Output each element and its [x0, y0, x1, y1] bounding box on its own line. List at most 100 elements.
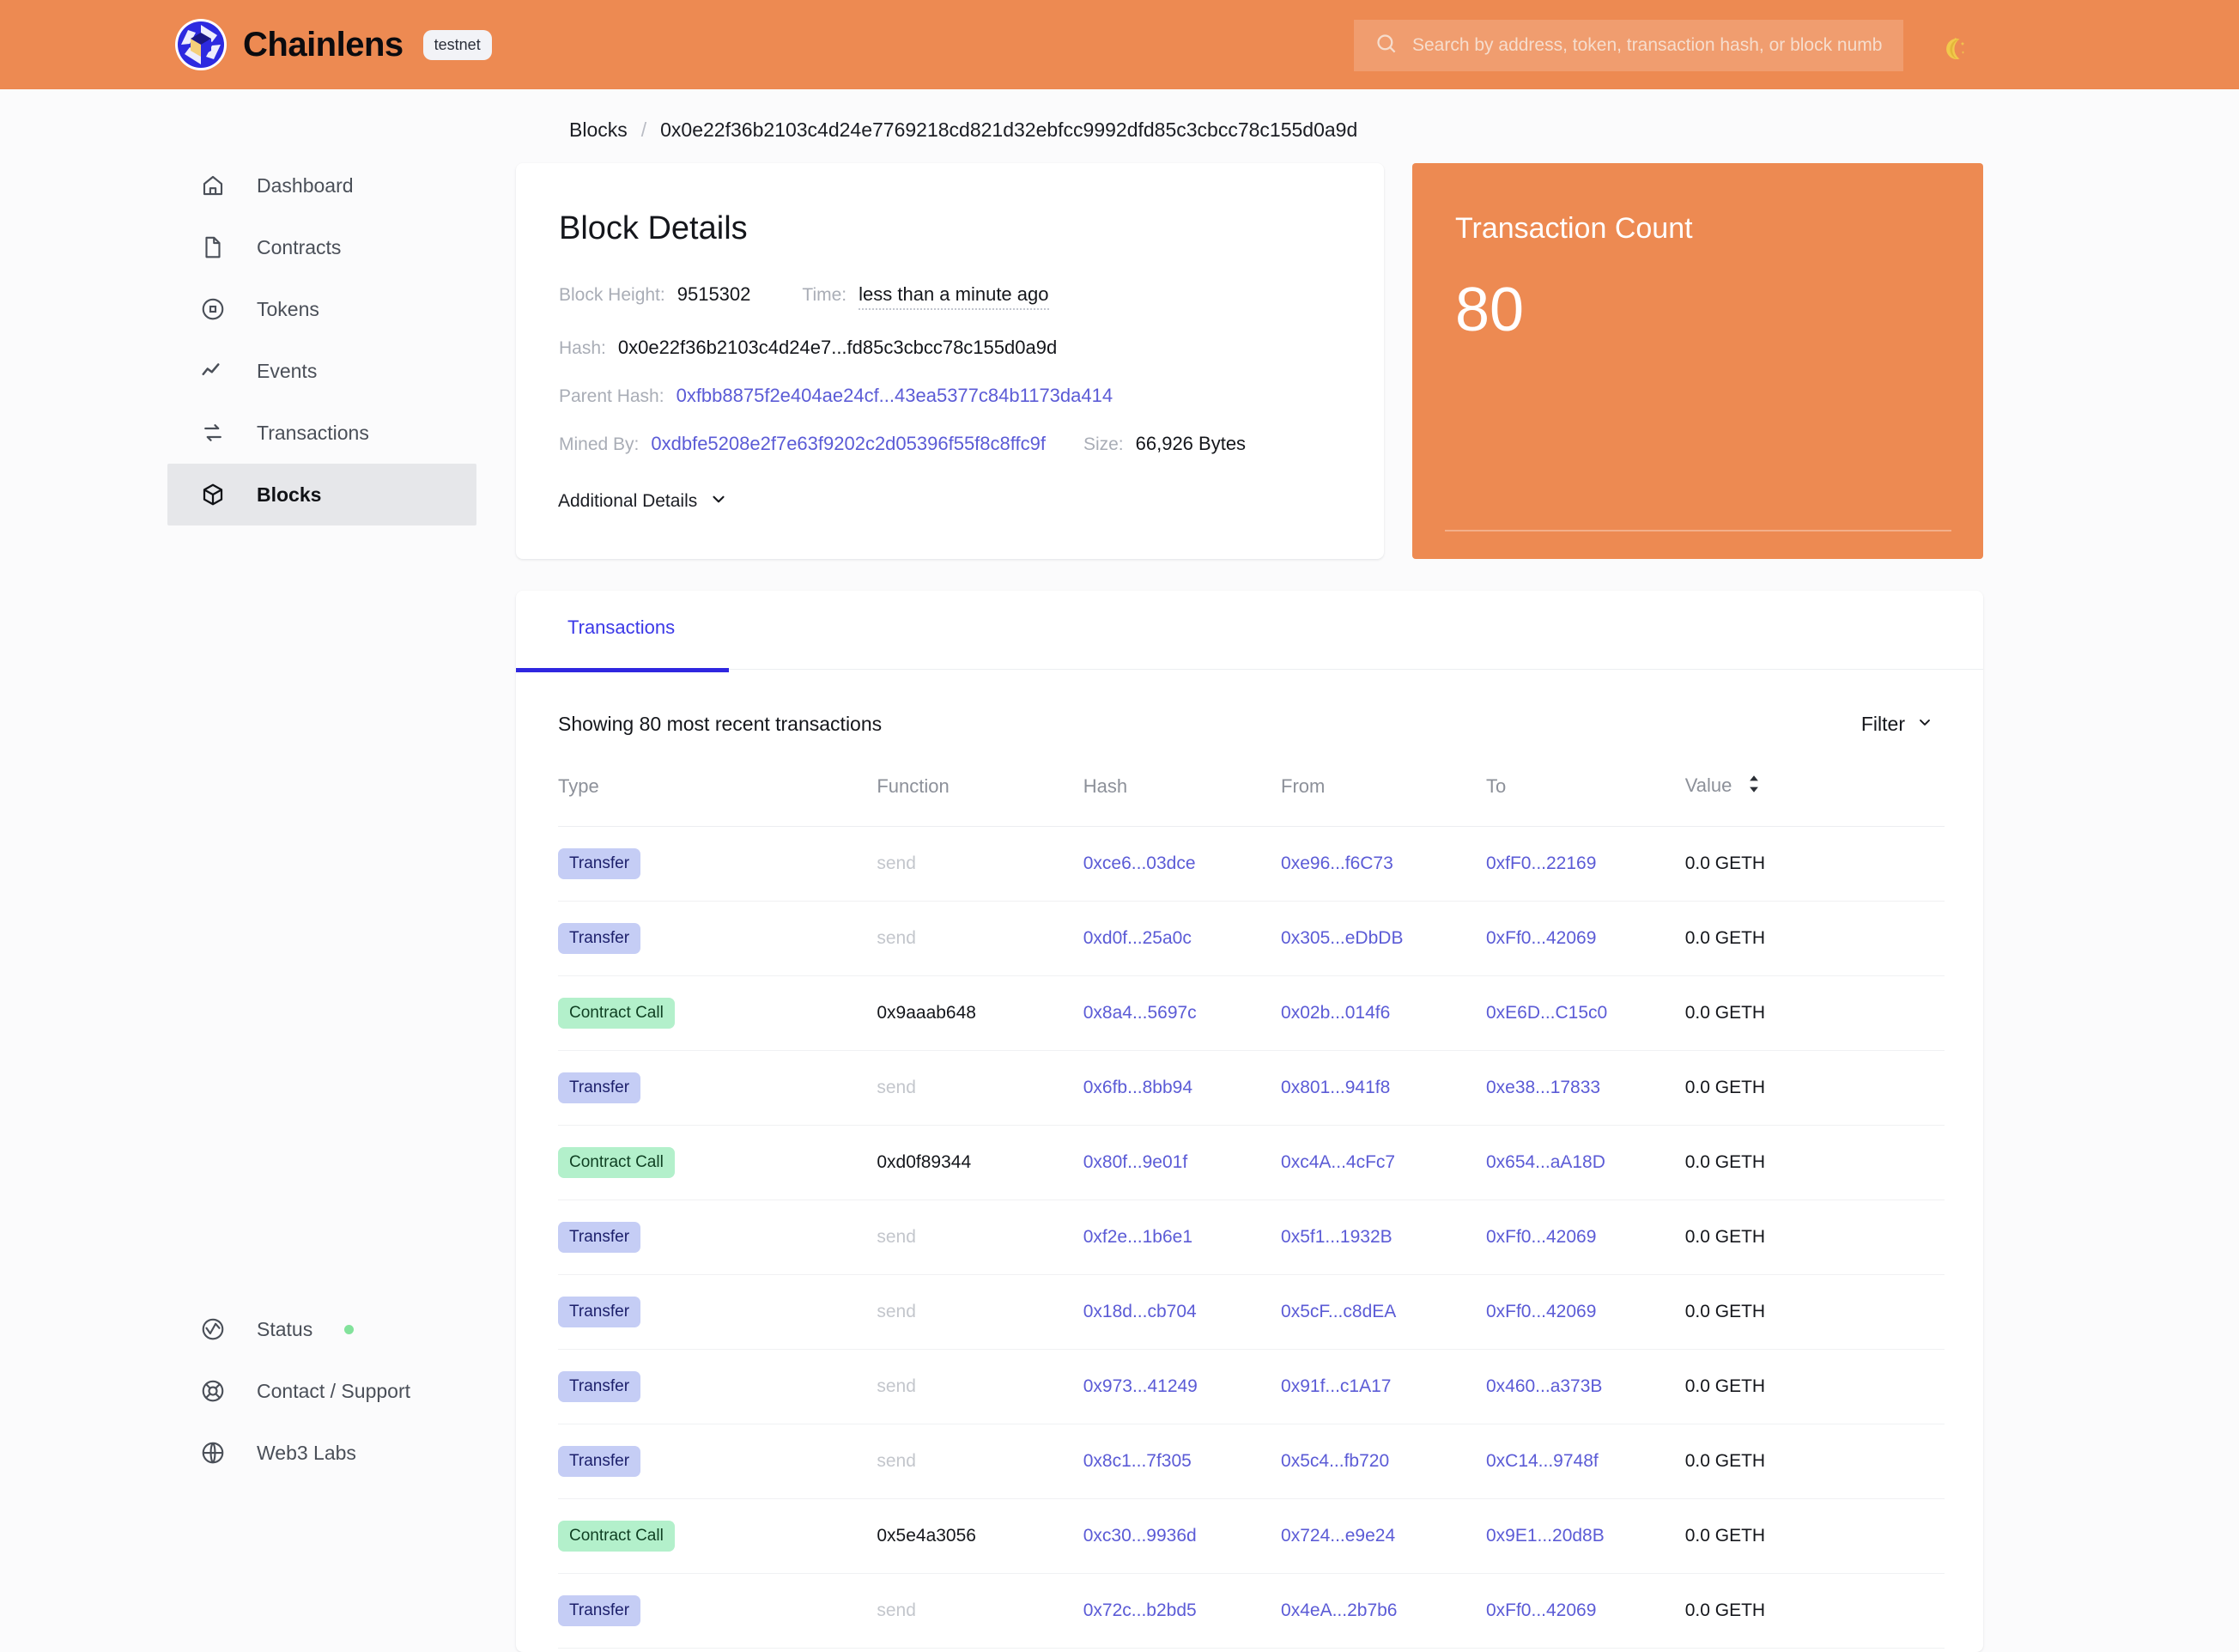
- cell-hash: 0x8c1...7f305: [1083, 1424, 1282, 1500]
- transaction-hash-link[interactable]: 0x72c...b2bd5: [1083, 1600, 1197, 1621]
- sidebar-item-transactions[interactable]: Transactions: [167, 402, 476, 464]
- sidebar-item-contact-support[interactable]: Contact / Support: [167, 1360, 476, 1422]
- additional-details-label: Additional Details: [558, 491, 698, 511]
- sort-toggle-icon[interactable]: [1747, 774, 1761, 799]
- from-address-link[interactable]: 0x724...e9e24: [1281, 1526, 1396, 1546]
- transaction-hash-link[interactable]: 0x80f...9e01f: [1083, 1152, 1188, 1173]
- sidebar-item-web3-labs[interactable]: Web3 Labs: [167, 1422, 476, 1484]
- cell-hash: 0xd0f...25a0c: [1083, 901, 1282, 977]
- sidebar-item-dashboard[interactable]: Dashboard: [167, 155, 476, 216]
- from-address-link[interactable]: 0x4eA...2b7b6: [1281, 1600, 1398, 1621]
- table-row[interactable]: Transfer send 0x6fb...8bb94 0x801...941f8 0x…: [558, 1050, 1945, 1127]
- cell-from: 0xc4A...4cFc7: [1281, 1125, 1486, 1201]
- to-address-link[interactable]: 0xFf0...42069: [1485, 1600, 1597, 1621]
- to-address-link[interactable]: 0xFf0...42069: [1485, 1302, 1597, 1322]
- column-header-value[interactable]: Value: [1684, 774, 1945, 828]
- additional-details-toggle[interactable]: Additional Details: [558, 489, 728, 513]
- type-badge: Contract Call: [558, 1521, 675, 1552]
- type-badge: Contract Call: [558, 1147, 675, 1179]
- transaction-hash-link[interactable]: 0xce6...03dce: [1083, 853, 1196, 874]
- from-address-link[interactable]: 0x5cF...c8dEA: [1281, 1302, 1397, 1322]
- value-amount: 0.0 GETH: [1684, 1600, 1766, 1621]
- from-address-link[interactable]: 0xc4A...4cFc7: [1281, 1152, 1396, 1173]
- function-value: send: [877, 1451, 916, 1472]
- table-row[interactable]: Contract Call 0x9aaab648 0x8a4...5697c 0x02…: [558, 975, 1945, 1052]
- brand-logo-group[interactable]: Chainlens testnet: [174, 18, 492, 71]
- from-address-link[interactable]: 0x801...941f8: [1281, 1078, 1391, 1098]
- from-address-link[interactable]: 0x91f...c1A17: [1281, 1376, 1392, 1397]
- column-header-type[interactable]: Type: [558, 774, 877, 828]
- from-address-link[interactable]: 0x305...eDbDB: [1281, 928, 1404, 949]
- sidebar-item-events[interactable]: Events: [167, 340, 476, 402]
- value-amount: 0.0 GETH: [1684, 928, 1766, 949]
- table-row[interactable]: Transfer send 0x72c...b2bd5 0x4eA...2b7b6 0x…: [558, 1573, 1945, 1649]
- to-address-link[interactable]: 0xFf0...42069: [1485, 928, 1597, 949]
- sidebar-item-status[interactable]: Status: [167, 1298, 476, 1360]
- sidebar-item-label: Web3 Labs: [257, 1441, 356, 1464]
- to-address-link[interactable]: 0xC14...9748f: [1485, 1451, 1599, 1472]
- tab-transactions[interactable]: Transactions: [567, 616, 676, 638]
- cell-value: 0.0 GETH: [1684, 1498, 1945, 1575]
- column-header-to[interactable]: To: [1485, 774, 1685, 828]
- from-address-link[interactable]: 0xe96...f6C73: [1281, 853, 1393, 874]
- table-row[interactable]: Transfer send 0xd0f...25a0c 0x305...eDbDB 0x…: [558, 901, 1945, 977]
- moon-icon[interactable]: [1939, 34, 1968, 68]
- transaction-hash-link[interactable]: 0xf2e...1b6e1: [1083, 1227, 1193, 1248]
- table-row[interactable]: Transfer send 0x973...41249 0x91f...c1A17 0x…: [558, 1349, 1945, 1425]
- to-address-link[interactable]: 0xfF0...22169: [1485, 853, 1597, 874]
- table-row[interactable]: Transfer send 0x18d...cb704 0x5cF...c8dEA 0x…: [558, 1274, 1945, 1351]
- cell-from: 0x02b...014f6: [1281, 975, 1486, 1052]
- to-address-link[interactable]: 0x460...a373B: [1485, 1376, 1603, 1397]
- value-amount: 0.0 GETH: [1684, 1376, 1766, 1397]
- pulse-circle-icon: [199, 1315, 227, 1343]
- to-address-link[interactable]: 0xFf0...42069: [1485, 1227, 1597, 1248]
- global-search-box[interactable]: [1354, 20, 1903, 71]
- from-address-link[interactable]: 0x5c4...fb720: [1281, 1451, 1390, 1472]
- to-address-link[interactable]: 0x654...aA18D: [1485, 1152, 1605, 1173]
- from-address-link[interactable]: 0x5f1...1932B: [1281, 1227, 1393, 1248]
- transaction-hash-link[interactable]: 0x973...41249: [1083, 1376, 1198, 1397]
- cell-function: send: [877, 1424, 1083, 1500]
- search-input[interactable]: [1412, 35, 1883, 56]
- table-row[interactable]: Contract Call 0xd0f89344 0x80f...9e01f 0xc4…: [558, 1125, 1945, 1201]
- transaction-hash-link[interactable]: 0x6fb...8bb94: [1083, 1078, 1193, 1098]
- value-amount: 0.0 GETH: [1684, 1152, 1766, 1173]
- transaction-hash-link[interactable]: 0xc30...9936d: [1083, 1526, 1197, 1546]
- filter-button[interactable]: Filter: [1861, 713, 1933, 736]
- cell-type: Contract Call: [558, 1125, 877, 1201]
- to-address-link[interactable]: 0xe38...17833: [1485, 1078, 1601, 1098]
- table-row[interactable]: Transfer send 0xce6...03dce 0xe96...f6C73 0x…: [558, 826, 1945, 902]
- block-height-value: 9515302: [677, 283, 751, 305]
- cell-hash: 0x72c...b2bd5: [1083, 1573, 1282, 1649]
- cell-value: 0.0 GETH: [1684, 1125, 1945, 1201]
- sidebar-item-contracts[interactable]: Contracts: [167, 216, 476, 278]
- column-header-hash[interactable]: Hash: [1083, 774, 1282, 828]
- function-value: send: [877, 928, 916, 949]
- network-badge: testnet: [422, 29, 492, 60]
- transaction-hash-link[interactable]: 0x18d...cb704: [1083, 1302, 1197, 1322]
- column-header-function[interactable]: Function: [877, 774, 1083, 828]
- table-row[interactable]: Transfer send 0xf2e...1b6e1 0x5f1...1932B 0x…: [558, 1200, 1945, 1276]
- transaction-hash-link[interactable]: 0x8a4...5697c: [1083, 1003, 1197, 1023]
- hash-label: Hash:: [559, 338, 606, 358]
- column-header-from[interactable]: From: [1281, 774, 1486, 828]
- transaction-hash-link[interactable]: 0xd0f...25a0c: [1083, 928, 1192, 949]
- parent-hash-link[interactable]: 0xfbb8875f2e404ae24cf...43ea5377c84b1173…: [676, 385, 1113, 406]
- transaction-hash-link[interactable]: 0x8c1...7f305: [1083, 1451, 1192, 1472]
- from-address-link[interactable]: 0x02b...014f6: [1281, 1003, 1391, 1023]
- to-address-link[interactable]: 0xE6D...C15c0: [1485, 1003, 1608, 1023]
- transaction-count-card: Transaction Count 80: [1412, 163, 1983, 559]
- cell-to: 0xE6D...C15c0: [1485, 975, 1685, 1052]
- sidebar-item-blocks[interactable]: Blocks: [167, 464, 476, 525]
- cell-value: 0.0 GETH: [1684, 975, 1945, 1052]
- to-address-link[interactable]: 0x9E1...20d8B: [1485, 1526, 1605, 1546]
- table-row[interactable]: Contract Call 0x5e4a3056 0xc30...9936d 0x72…: [558, 1498, 1945, 1575]
- sidebar-item-label: Transactions: [257, 421, 369, 444]
- cell-to: 0xFf0...42069: [1485, 1274, 1685, 1351]
- breadcrumb-link-blocks[interactable]: Blocks: [569, 118, 628, 141]
- mined-by-link[interactable]: 0xdbfe5208e2f7e63f9202c2d05396f55f8c8ffc…: [651, 433, 1046, 454]
- cell-hash: 0x973...41249: [1083, 1349, 1282, 1425]
- sidebar-item-tokens[interactable]: Tokens: [167, 278, 476, 340]
- table-row[interactable]: Transfer send 0x8c1...7f305 0x5c4...fb720 0x…: [558, 1424, 1945, 1500]
- parent-hash-label: Parent Hash:: [559, 386, 664, 406]
